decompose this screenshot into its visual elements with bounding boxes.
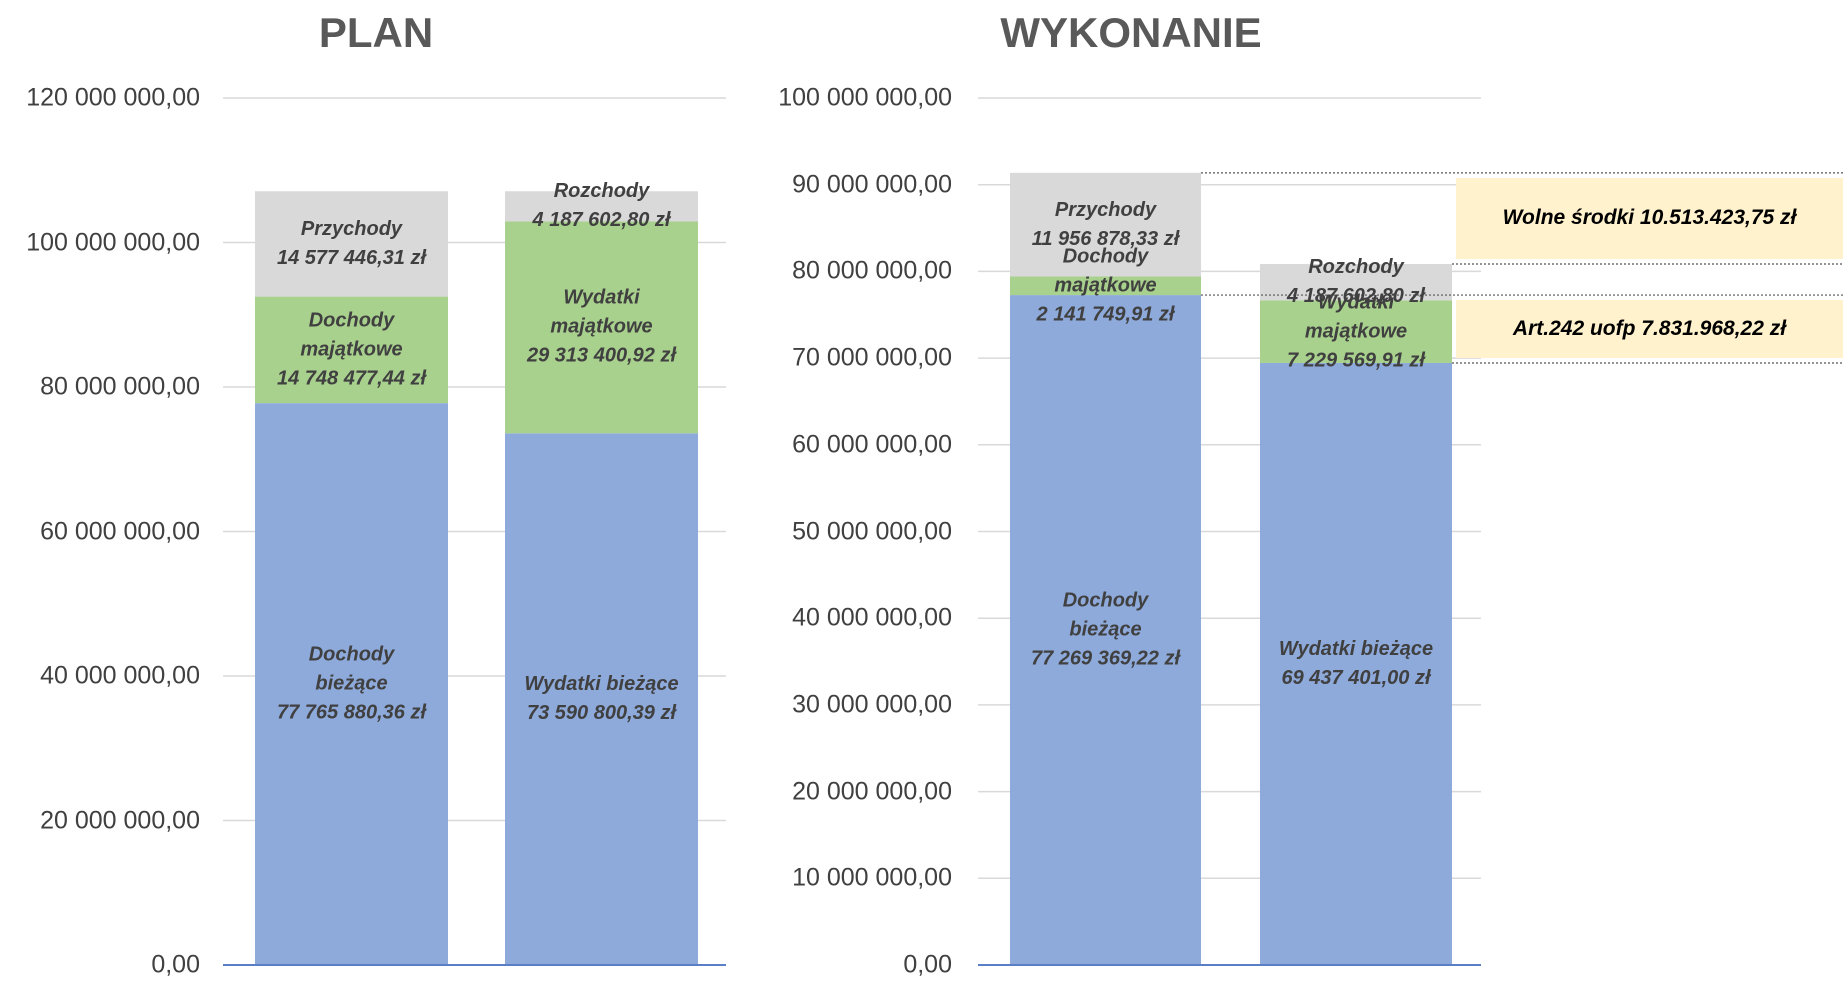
y-tick-label: 50 000 000,00	[792, 517, 952, 545]
y-tick-label: 100 000 000,00	[778, 83, 952, 112]
segment-name: Dochody bieżące	[1062, 589, 1149, 641]
annotation: Wolne środki 10.513.423,75 zł	[1456, 177, 1843, 259]
chart-title: WYKONANIE	[1000, 9, 1262, 56]
y-tick-label: 80 000 000,00	[792, 256, 952, 285]
y-tick-label: 80 000 000,00	[40, 372, 200, 401]
segment-label: Wydatki majątkowe 29 313 400,92 zł	[527, 284, 676, 371]
segment-label: Dochody majątkowe 14 748 477,44 zł	[277, 306, 426, 393]
y-tick-label: 0,00	[903, 950, 952, 979]
segment-name: Przychody	[1054, 198, 1157, 221]
y-tick-label: 40 000 000,00	[40, 661, 200, 690]
segment-name: Rozchody	[553, 180, 650, 203]
segment-value: 73 590 800,39 zł	[526, 702, 677, 725]
bar-segment	[505, 191, 698, 222]
bar-segment	[1260, 362, 1452, 965]
y-tick-label: 40 000 000,00	[792, 603, 952, 632]
segment-value: 77 269 369,22 zł	[1030, 647, 1181, 670]
segment-label: Przychody 14 577 446,31 zł	[277, 215, 426, 273]
annotation: Art.242 uofp 7.831.968,22 zł	[1456, 300, 1843, 358]
y-tick-label: 10 000 000,00	[792, 863, 952, 892]
y-tick-label: 0,00	[151, 950, 200, 979]
segment-name: Wydatki majątkowe	[1304, 291, 1408, 343]
segment-name: Przychody	[300, 217, 403, 240]
bar-segment	[255, 296, 448, 404]
segment-label: Wydatki bieżące 73 590 800,39 zł	[524, 670, 678, 728]
bar-segment	[255, 191, 448, 297]
segment-value: 4 187 602,80 zł	[532, 209, 671, 232]
bar-segment	[1260, 263, 1452, 301]
chart-title: PLAN	[318, 9, 434, 56]
segment-value: 4 187 602,80 zł	[1287, 285, 1425, 308]
bar-segment	[1010, 295, 1201, 965]
segment-label: Wydatki majątkowe 7 229 569,91 zł	[1287, 288, 1425, 375]
y-tick-label: 60 000 000,00	[40, 517, 200, 545]
segment-value: 69 437 401,00 zł	[1281, 666, 1431, 689]
segment-name: Rozchody	[1308, 256, 1404, 279]
segment-value: 11 956 878,33 zł	[1031, 227, 1180, 250]
bar-segment	[1010, 172, 1201, 277]
segment-label: Dochody bieżące 77 269 369,22 zł	[1031, 587, 1180, 674]
segment-value: 14 748 477,44 zł	[276, 367, 427, 390]
segment-value: 29 313 400,92 zł	[526, 344, 677, 367]
segment-name: Dochody bieżące	[308, 643, 395, 695]
segment-name: Wydatki bieżące	[1278, 637, 1434, 660]
y-tick-label: 20 000 000,00	[40, 806, 200, 834]
bar-segment	[505, 221, 698, 434]
y-tick-label: 120 000 000,00	[26, 83, 200, 112]
segment-label: Wydatki bieżące 69 437 401,00 zł	[1279, 635, 1433, 693]
bar-segment	[255, 403, 448, 966]
segment-name: Wydatki bieżące	[524, 673, 679, 696]
y-tick-label: 30 000 000,00	[792, 690, 952, 719]
segment-label: Rozchody 4 187 602,80 zł	[533, 177, 671, 235]
bar-segment	[1010, 276, 1201, 296]
segment-name: Dochody majątkowe	[1054, 245, 1157, 297]
y-tick-label: 20 000 000,00	[792, 777, 952, 806]
y-tick-label: 70 000 000,00	[792, 343, 952, 372]
segment-label: Dochody majątkowe 2 141 749,91 zł	[1037, 242, 1175, 329]
y-tick-label: 100 000 000,00	[26, 228, 200, 256]
bar-segment	[1260, 300, 1452, 363]
bar-segment	[505, 433, 698, 965]
y-tick-label: 60 000 000,00	[792, 430, 952, 459]
segment-value: 14 577 446,31 zł	[276, 246, 427, 269]
segment-name: Wydatki majątkowe	[550, 286, 653, 338]
segment-label: Przychody 11 956 878,33 zł	[1032, 196, 1180, 254]
segment-label: Dochody bieżące 77 765 880,36 zł	[277, 641, 426, 728]
segment-value: 2 141 749,91 zł	[1036, 303, 1175, 326]
y-tick-label: 90 000 000,00	[792, 170, 952, 199]
segment-value: 77 765 880,36 zł	[276, 701, 427, 724]
segment-name: Dochody majątkowe	[300, 309, 403, 361]
segment-value: 7 229 569,91 zł	[1287, 349, 1425, 372]
segment-label: Rozchody 4 187 602,80 zł	[1287, 253, 1425, 311]
